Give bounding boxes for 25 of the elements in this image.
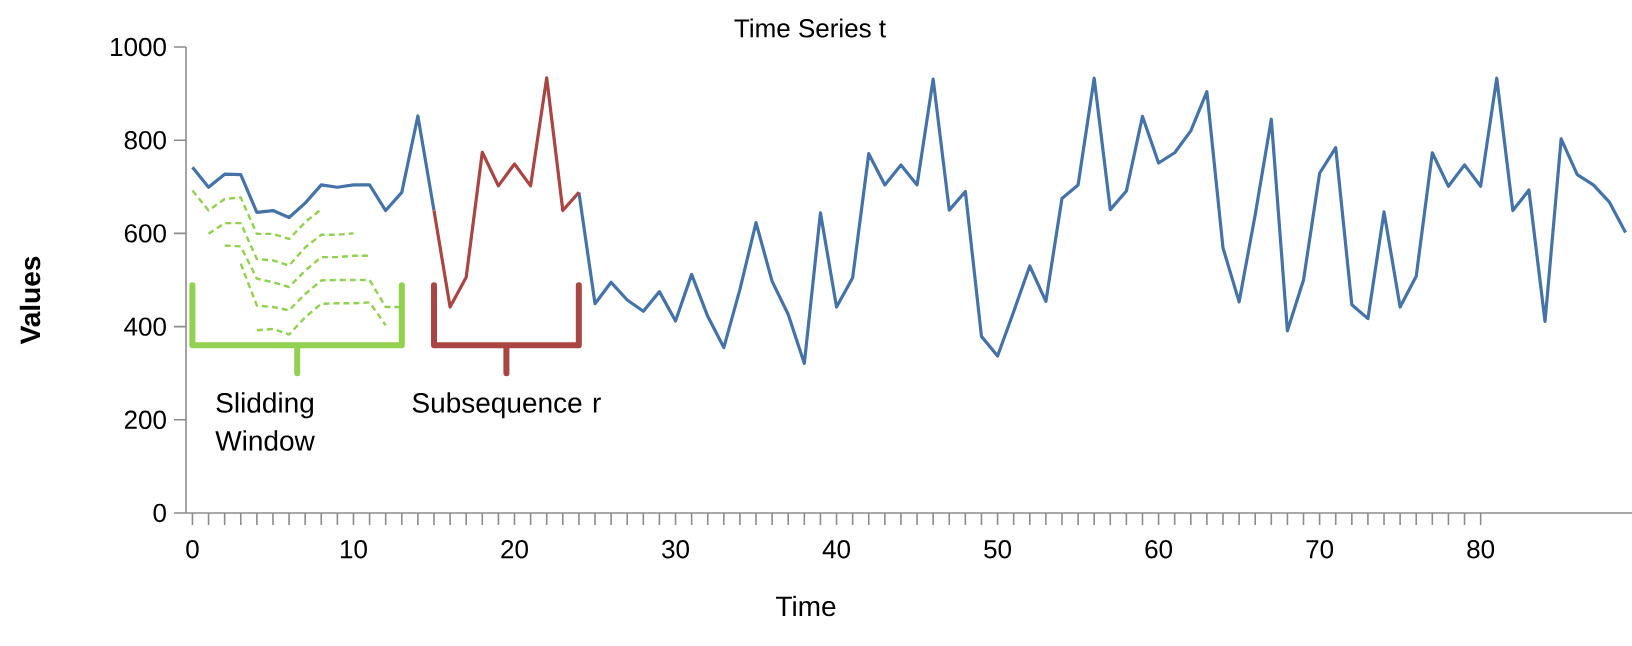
annotation: Subsequence r [412, 392, 601, 419]
y-tick-label: 400 [124, 317, 166, 336]
x-tick-label: 20 [501, 540, 528, 559]
y-tick-label: 600 [124, 224, 166, 243]
annotation: Slidding Window [215, 392, 315, 451]
y-tick-label: 0 [153, 503, 166, 523]
x-tick-label: 30 [662, 540, 689, 559]
y-tick-label: 200 [124, 410, 166, 429]
y-tick-label: 1000 [111, 37, 166, 57]
line-series [432, 76, 581, 309]
x-tick-label: 40 [822, 540, 850, 559]
y-tick-label: 800 [124, 130, 166, 150]
x-tick-label: 0 [186, 540, 199, 559]
x-tick-label: 50 [984, 540, 1012, 559]
line-series [223, 244, 371, 289]
y-axis-title: Values [19, 256, 41, 345]
line-series [207, 221, 355, 267]
x-axis-title: Time [776, 595, 836, 617]
x-tick-label: 80 [1467, 540, 1495, 559]
line-series [191, 189, 323, 241]
x-tick-label: 10 [340, 540, 367, 559]
chart-title: Time Series t [734, 18, 886, 38]
x-tick-label: 70 [1306, 540, 1334, 559]
line-series [255, 301, 387, 336]
x-tick-label: 60 [1145, 540, 1173, 559]
